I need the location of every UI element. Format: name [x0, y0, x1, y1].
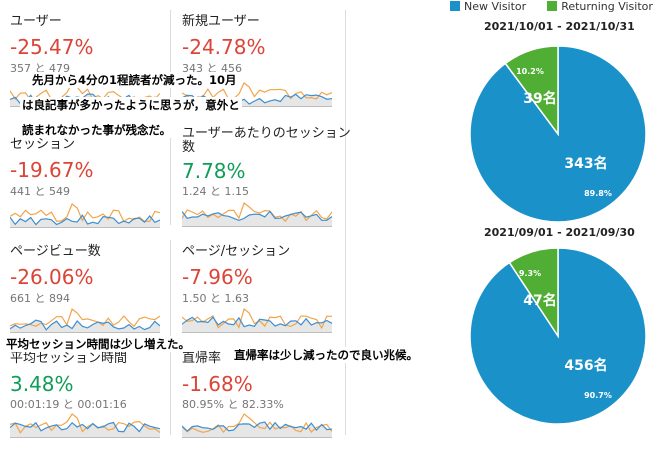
sparkline	[10, 203, 160, 228]
metric-compare: 661 と 894	[10, 292, 70, 305]
metric-avg-session-duration[interactable]: 平均セッション時間 3.48% 00:01:19 と 00:01:16	[10, 352, 170, 462]
sparkline-area	[10, 320, 160, 333]
metric-change: -19.67%	[10, 158, 94, 182]
metric-bounce-rate[interactable]: 直帰率 -1.68% 80.95% と 82.33%	[182, 352, 342, 462]
metric-compare: 1.50 と 1.63	[182, 292, 249, 305]
annotation-note-2: 平均セッション時間は少し増えた。	[4, 336, 192, 352]
pie-chart-september: 9.3% 90.7% 47名 456名	[469, 247, 647, 425]
sparkline-current	[10, 214, 160, 226]
legend-returning-label: Returning Visitor	[561, 0, 653, 13]
sparkline-current	[182, 210, 332, 222]
sparkline-previous	[182, 202, 332, 223]
metric-label: ユーザー	[10, 14, 62, 29]
pie-chart-october: 10.2% 89.8% 39名 343名	[469, 45, 647, 223]
metric-label: 新規ユーザー	[182, 14, 260, 29]
sparkline-current	[10, 319, 160, 331]
metric-change: -1.68%	[182, 372, 253, 396]
pie-returning-count-label: 47名	[523, 292, 556, 309]
pie-returning-percent-label: 10.2%	[516, 67, 544, 76]
pie-returning-percent-label: 9.3%	[519, 269, 541, 278]
column-divider	[345, 10, 346, 435]
sparkline-area	[182, 317, 332, 333]
metric-compare: 441 と 549	[10, 185, 70, 198]
sparkline-current	[10, 421, 160, 433]
pie-new-count-label: 456名	[564, 357, 607, 374]
legend-new-label: New Visitor	[464, 0, 527, 13]
metric-label: ユーザーあたりのセッション	[182, 126, 351, 141]
sparkline-previous	[10, 308, 160, 328]
metric-pageviews[interactable]: ページビュー数 -26.06% 661 と 894	[10, 245, 170, 355]
sparkline	[182, 307, 332, 333]
column-divider	[170, 345, 171, 435]
annotation-note-1-line-1: 先月から4分の1程読者が減った。10月	[30, 72, 239, 88]
sparkline	[10, 413, 160, 438]
metric-label: 直帰率	[182, 351, 222, 366]
pie-1-title: 2021/10/01 - 2021/10/31	[484, 20, 635, 33]
metric-change: -7.96%	[182, 265, 253, 289]
column-divider	[170, 240, 171, 340]
returning-visitor-swatch	[547, 1, 558, 11]
pie-returning-count-label: 39名	[523, 90, 556, 107]
metric-change: 3.48%	[10, 372, 74, 396]
metric-change: -26.06%	[10, 265, 94, 289]
metric-label: 平均セッション時間	[10, 351, 128, 366]
sparkline-area	[10, 422, 160, 438]
annotation-note-3: 直帰率は少し減ったので良い兆候。	[232, 347, 420, 363]
metric-change: 7.78%	[182, 159, 246, 183]
metric-compare: 80.95% と 82.33%	[182, 398, 284, 411]
pie-slice-returning-visitor	[508, 247, 559, 339]
metric-label: ページ/セッション	[182, 244, 291, 259]
metric-label-line2: 数	[182, 140, 196, 155]
metric-label: セッション	[10, 137, 76, 152]
pie-new-percent-label: 90.7%	[584, 391, 612, 400]
sparkline-previous	[182, 82, 332, 102]
metric-compare: 357 と 479	[10, 62, 70, 75]
metric-sessions[interactable]: セッション -19.67% 441 と 549	[10, 138, 170, 248]
pie-2-title: 2021/09/01 - 2021/09/30	[484, 226, 635, 239]
metric-compare: 00:01:19 と 00:01:16	[10, 398, 127, 411]
metric-label: ページビュー数	[10, 244, 101, 259]
sparkline-previous	[10, 203, 160, 223]
sparkline-current	[182, 316, 332, 328]
metric-pages-per-session[interactable]: ページ/セッション -7.96% 1.50 と 1.63	[182, 245, 342, 355]
pie-new-percent-label: 89.8%	[584, 189, 612, 198]
new-visitor-swatch	[450, 1, 460, 11]
sparkline-previous	[10, 413, 160, 434]
metric-compare: 343 と 456	[182, 62, 242, 75]
sparkline	[182, 413, 332, 438]
metric-compare: 1.24 と 1.15	[182, 185, 249, 198]
column-divider	[170, 10, 171, 110]
annotation-note-1-line-3: 読まれなかった事が残念だ。	[20, 122, 174, 138]
sparkline-area	[10, 215, 160, 228]
pie-slice-returning-visitor	[504, 45, 559, 137]
sparkline	[182, 202, 332, 227]
metric-change: -25.47%	[10, 35, 94, 59]
annotation-note-1-line-2: は良記事が多かったように思うが，意外と	[20, 97, 242, 113]
metric-change: -24.78%	[182, 35, 266, 59]
column-divider	[170, 125, 171, 225]
sparkline	[10, 308, 160, 333]
pie-new-count-label: 343名	[564, 155, 607, 172]
chart-legend: New Visitor Returning Visitor	[450, 0, 653, 13]
sparkline-current	[182, 421, 332, 432]
metric-sessions-per-user[interactable]: ユーザーあたりのセッション 数 7.78% 1.24 と 1.15	[182, 127, 351, 237]
